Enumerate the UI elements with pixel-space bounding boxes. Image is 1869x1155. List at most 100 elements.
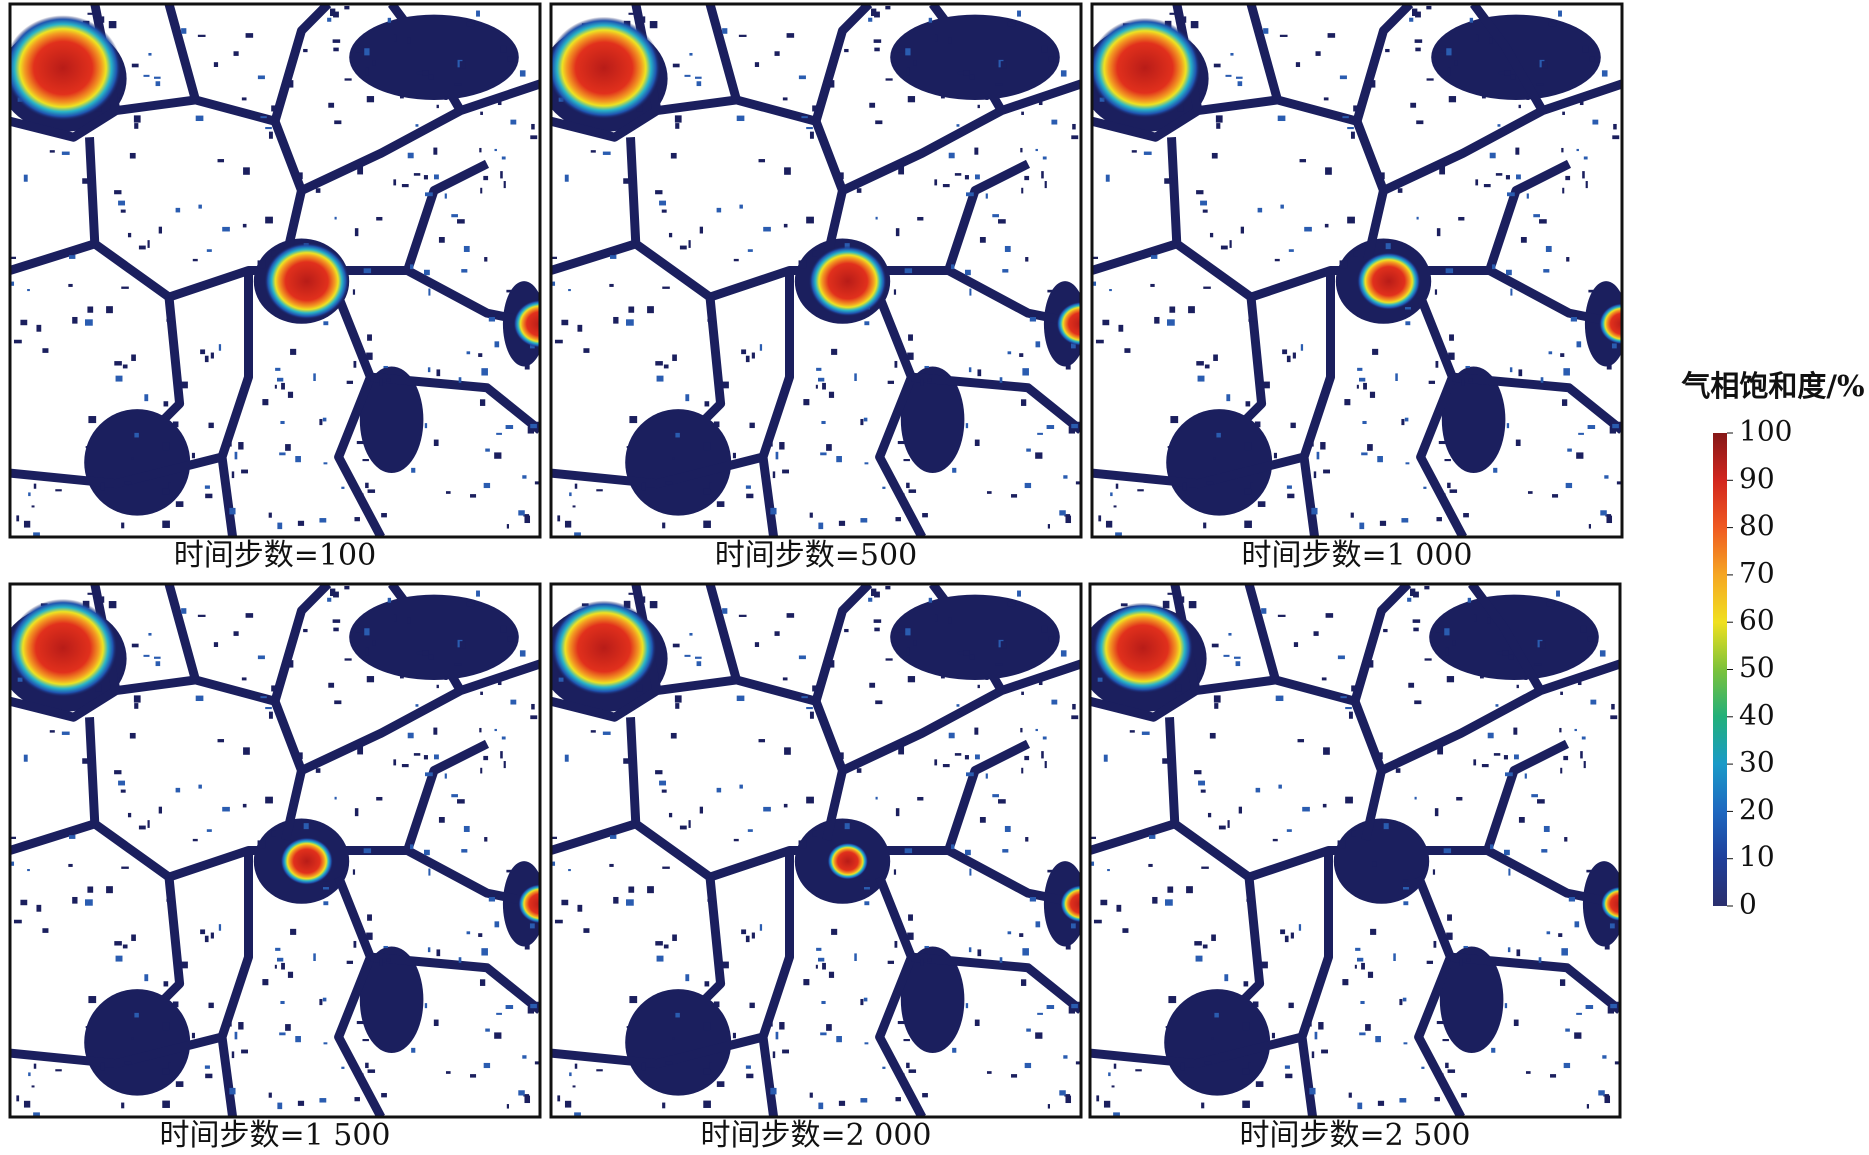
pore — [613, 316, 619, 324]
pore — [1201, 866, 1209, 869]
pore — [874, 627, 880, 632]
pore — [197, 34, 206, 37]
pore — [400, 95, 404, 99]
pore — [623, 758, 632, 764]
pore — [68, 252, 75, 256]
pore — [1515, 439, 1521, 447]
pore — [759, 924, 763, 931]
pore — [1041, 171, 1044, 179]
pore — [191, 1032, 195, 1039]
pore — [461, 849, 468, 853]
pore — [323, 321, 329, 326]
pore — [206, 249, 212, 252]
pore — [1046, 425, 1055, 429]
pore — [262, 979, 269, 986]
pore — [869, 682, 876, 688]
pore — [803, 979, 810, 986]
pore — [870, 588, 877, 597]
pore — [483, 755, 489, 761]
pore — [507, 636, 513, 642]
pore-throat — [299, 659, 540, 775]
pore — [590, 730, 596, 733]
pore — [297, 752, 303, 760]
pore — [484, 837, 488, 842]
pore — [1348, 1092, 1352, 1098]
pore — [357, 746, 364, 755]
pore — [1558, 933, 1563, 937]
pore — [1279, 34, 1288, 37]
pore — [924, 365, 929, 369]
pore — [770, 507, 777, 515]
pore — [315, 188, 321, 193]
pore — [783, 803, 788, 808]
pore — [383, 365, 388, 369]
pore — [968, 367, 972, 373]
pore — [1075, 481, 1081, 485]
gas-blob — [10, 15, 122, 121]
pore — [379, 378, 383, 386]
pore — [1152, 896, 1158, 904]
pore — [106, 886, 113, 894]
pore — [941, 95, 945, 99]
pore — [510, 119, 517, 125]
pore — [934, 179, 938, 186]
pore — [277, 377, 284, 382]
pore — [366, 352, 373, 360]
pore — [1436, 228, 1441, 237]
pore — [1537, 799, 1545, 804]
pore — [1261, 608, 1267, 614]
pore — [393, 759, 397, 766]
pore — [158, 226, 163, 234]
pore — [572, 1085, 576, 1088]
pore — [636, 684, 643, 692]
pore — [1576, 148, 1579, 152]
pore-region — [1333, 818, 1430, 904]
pore — [344, 658, 352, 661]
pore — [478, 353, 483, 357]
pore — [1297, 739, 1305, 743]
pore — [1017, 590, 1021, 597]
pore — [1524, 773, 1527, 779]
pore — [1107, 869, 1110, 872]
pore — [1252, 1001, 1259, 1008]
pore — [1438, 440, 1447, 445]
pore — [707, 898, 715, 902]
pore — [229, 1087, 236, 1095]
pore-throat — [217, 270, 253, 537]
pore — [1361, 452, 1368, 456]
pore — [1199, 97, 1202, 102]
pore — [1129, 730, 1135, 733]
pore — [1446, 932, 1453, 940]
pore-throat — [1246, 4, 1282, 102]
pore — [844, 823, 850, 830]
pore — [488, 317, 496, 322]
pore — [689, 632, 693, 636]
pore — [480, 187, 483, 194]
pore — [102, 596, 105, 603]
pore — [1182, 596, 1185, 603]
pore — [1359, 1032, 1366, 1036]
pore — [1405, 462, 1410, 465]
pore — [1559, 727, 1562, 733]
pore — [494, 341, 500, 348]
pore — [407, 37, 411, 44]
pore — [458, 957, 462, 963]
pore — [887, 380, 895, 384]
panel-border — [8, 582, 542, 1119]
pore — [1254, 421, 1261, 428]
pore — [208, 422, 214, 429]
pore — [836, 1036, 842, 1043]
pore — [1370, 803, 1376, 809]
pore — [1047, 524, 1051, 529]
pore-throat — [875, 295, 926, 537]
pore — [1546, 601, 1555, 607]
pore — [329, 588, 336, 597]
colorbar-tick-label: 100 — [1739, 415, 1792, 448]
pore — [483, 1062, 491, 1069]
pore — [1377, 456, 1383, 463]
pore — [241, 677, 247, 681]
pore — [1072, 123, 1076, 130]
pore — [433, 439, 439, 447]
pore — [1562, 111, 1565, 115]
pore — [1105, 174, 1110, 182]
